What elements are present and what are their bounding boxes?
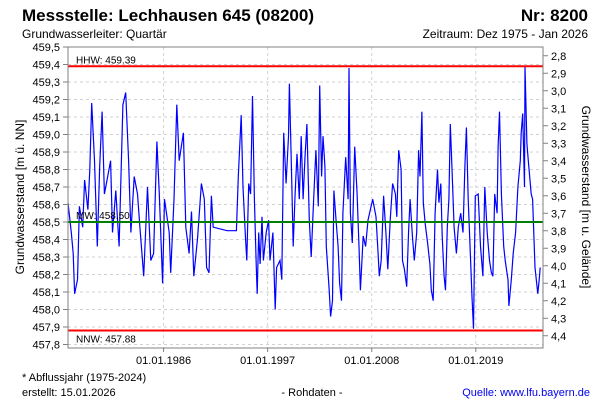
x-tick-label: 01.01.1997 <box>240 355 295 367</box>
y2-tick-label: 3,4 <box>551 156 566 168</box>
data-type-label: - Rohdaten - <box>281 387 342 399</box>
reference-lines: HHW: 459.39 MW: 458.50 NNW: 457.88 <box>68 55 543 346</box>
created-date: erstellt: 15.01.2026 <box>22 387 116 399</box>
y-tick-label: 458,7 <box>32 182 60 194</box>
y2-tick-label: 3,9 <box>551 243 566 255</box>
y2-tick-label: 3,7 <box>551 208 566 220</box>
y2-tick-label: 3,1 <box>551 103 566 115</box>
chart-title: Messstelle: Lechhausen 645 (08200) <box>22 6 314 25</box>
source-link[interactable]: Quelle: www.lfu.bayern.de <box>462 387 590 399</box>
y2-tick-label: 4,2 <box>551 296 566 308</box>
reference-label: MW: 458.50 <box>76 211 130 222</box>
y-tick-label: 459,2 <box>32 95 60 107</box>
y2-tick-label: 3,0 <box>551 86 566 98</box>
y-tick-label: 459,4 <box>32 60 60 72</box>
y2-tick-label: 4,4 <box>551 331 566 343</box>
y2-tick-label: 4,1 <box>551 278 566 290</box>
y2-tick-label: 4,3 <box>551 313 566 325</box>
y-tick-label: 459,1 <box>32 112 60 124</box>
aquifer-label: Grundwasserleiter: Quartär <box>22 27 167 41</box>
y-axis-title: Grundwasserstand [m ü. NN] <box>13 120 27 275</box>
y-tick-label: 458,1 <box>32 287 60 299</box>
y-tick-label: 458,3 <box>32 252 60 264</box>
y-tick-label: 458,4 <box>32 235 60 247</box>
series-group <box>67 66 541 329</box>
right-axis-ticks: 2,8 2,9 3,0 3,1 3,2 3,3 3,4 3,5 3,6 3,7 3,8 3,9 4,0 4… <box>543 51 566 343</box>
y-tick-label: 458,9 <box>32 147 60 159</box>
y-tick-label: 459,0 <box>32 130 60 142</box>
y2-tick-label: 2,9 <box>551 68 566 80</box>
y-tick-label: 459,5 <box>32 42 60 54</box>
footnote: * Abflussjahr (1975-2024) <box>22 372 146 384</box>
y2-tick-label: 3,8 <box>551 226 566 238</box>
y-tick-label: 458,8 <box>32 165 60 177</box>
period-label: Zeitraum: Dez 1975 - Jan 2026 <box>423 27 589 41</box>
y2-tick-label: 4,0 <box>551 261 566 273</box>
y-tick-label: 457,8 <box>32 340 60 352</box>
left-axis-ticks: 459,5 459,4 459,3 459,2 459,1 459,0 458,9 458,8… <box>32 42 68 352</box>
y-tick-label: 458,2 <box>32 270 60 282</box>
series-line <box>67 66 541 329</box>
reference-label: HHW: 459.39 <box>76 55 136 66</box>
x-tick-label: 01.01.2019 <box>448 355 503 367</box>
x-tick-label: 01.01.1986 <box>136 355 191 367</box>
y2-tick-label: 2,8 <box>551 51 566 63</box>
x-tick-label: 01.01.2008 <box>344 355 399 367</box>
y-tick-label: 458,5 <box>32 217 60 229</box>
reference-label: NNW: 457.88 <box>76 335 136 346</box>
y2-tick-label: 3,2 <box>551 121 566 133</box>
y2-tick-label: 3,5 <box>551 173 566 185</box>
y-tick-label: 459,3 <box>32 77 60 89</box>
y2-axis-title: Grundwasserstand [m u. Gelände] <box>579 106 593 289</box>
y2-tick-label: 3,6 <box>551 191 566 203</box>
y-tick-label: 458,0 <box>32 305 60 317</box>
y-tick-label: 457,9 <box>32 322 60 334</box>
station-number: Nr: 8200 <box>521 6 588 25</box>
plot-frame <box>67 46 544 349</box>
y-tick-label: 458,6 <box>32 200 60 212</box>
y2-tick-label: 3,3 <box>551 138 566 150</box>
x-axis-ticks: 01.01.1986 01.01.1997 01.01.2008 01.01.2019 <box>136 348 503 367</box>
